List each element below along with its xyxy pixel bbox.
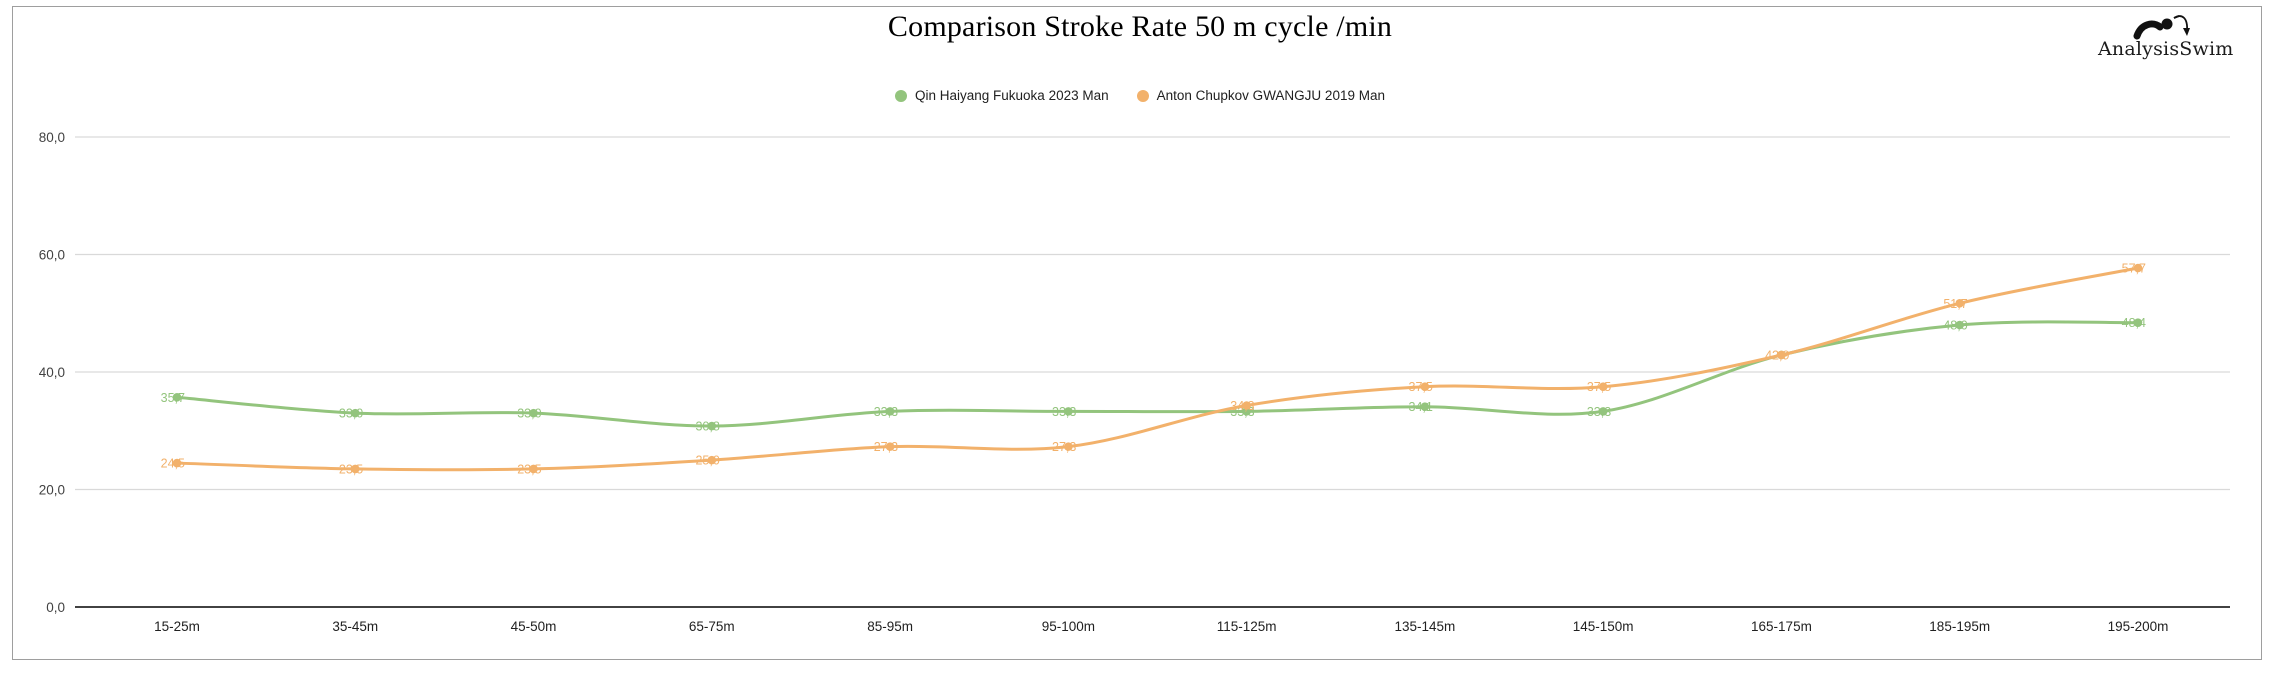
data-label: 27,3 — [1052, 440, 1076, 454]
data-point-marker — [885, 407, 895, 416]
x-tick-label: 195-200m — [2108, 619, 2169, 634]
x-tick-label: 185-195m — [1929, 619, 1990, 634]
x-tick-label: 15-25m — [154, 619, 200, 634]
data-label: 30,8 — [695, 420, 719, 434]
data-label: 57,7 — [2122, 262, 2146, 276]
x-tick-label: 165-175m — [1751, 619, 1812, 634]
legend-label: Anton Chupkov GWANGJU 2019 Man — [1156, 88, 1385, 103]
data-label: 27,3 — [874, 440, 898, 454]
legend-label: Qin Haiyang Fukuoka 2023 Man — [915, 88, 1109, 103]
data-label: 42,9 — [1765, 348, 1789, 362]
data-label: 33,3 — [1587, 405, 1611, 419]
chart-legend: Qin Haiyang Fukuoka 2023 Man Anton Chupko… — [0, 88, 2280, 103]
data-point-marker — [350, 408, 360, 418]
legend-dot-icon — [895, 89, 907, 102]
y-tick-label: 80,0 — [39, 130, 65, 145]
data-label: 33,0 — [517, 407, 541, 421]
x-tick-label: 135-145m — [1394, 619, 1455, 634]
data-point-marker — [172, 458, 182, 468]
x-tick-label: 35-45m — [332, 619, 378, 634]
data-label: 35,7 — [161, 391, 185, 405]
series-line-1 — [175, 266, 2140, 472]
x-tick-label: 95-100m — [1042, 619, 1095, 634]
x-tick-label: 145-150m — [1573, 619, 1634, 634]
data-point-marker — [529, 464, 538, 474]
data-point-marker — [1598, 382, 1608, 391]
brand-logo-text: AnalysisSwim — [2098, 38, 2234, 60]
data-point-marker — [2133, 263, 2143, 273]
data-point-marker — [1420, 402, 1430, 411]
data-label: 51,7 — [1943, 297, 1967, 311]
chart-title: Comparison Stroke Rate 50 m cycle /min — [887, 10, 1393, 43]
y-tick-label: 40,0 — [39, 365, 65, 380]
data-label: 33,0 — [339, 407, 363, 421]
x-tick-label: 45-50m — [511, 619, 557, 634]
y-tick-label: 0,0 — [46, 600, 65, 615]
data-label: 34,1 — [1409, 400, 1433, 414]
x-tick-label: 85-95m — [867, 619, 913, 634]
data-point-marker — [885, 442, 895, 451]
data-label: 25,0 — [695, 454, 719, 468]
data-label: 48,0 — [1943, 319, 1967, 333]
data-point-marker — [1955, 320, 1964, 330]
data-point-marker — [1420, 382, 1430, 391]
data-label: 33,3 — [1052, 405, 1076, 419]
data-point-marker — [529, 408, 538, 418]
data-point-marker — [350, 464, 360, 474]
x-tick-label: 65-75m — [689, 619, 735, 634]
data-point-marker — [707, 455, 717, 465]
brand-logo: AnalysisSwim — [2098, 12, 2234, 60]
swimmer-icon — [2133, 15, 2190, 40]
data-point-marker — [1777, 350, 1786, 360]
data-label: 34,3 — [1230, 399, 1254, 413]
y-tick-label: 60,0 — [39, 248, 65, 263]
data-label: 24,5 — [161, 457, 185, 471]
data-point-marker — [1598, 407, 1608, 416]
data-label: 33,3 — [874, 405, 898, 419]
y-tick-label: 20,0 — [39, 483, 65, 498]
data-point-marker — [1064, 407, 1073, 416]
legend-item-0: Qin Haiyang Fukuoka 2023 Man — [895, 88, 1109, 103]
data-point-marker — [707, 421, 717, 431]
data-label: 48,4 — [2122, 316, 2146, 330]
legend-item-1: Anton Chupkov GWANGJU 2019 Man — [1136, 88, 1385, 103]
data-label: 23,5 — [517, 462, 541, 476]
data-point-marker — [1955, 298, 1964, 308]
data-label: 23,5 — [339, 462, 363, 476]
data-label: 37,5 — [1587, 380, 1611, 394]
data-point-marker — [1242, 407, 1251, 416]
data-point-marker — [1242, 401, 1251, 410]
data-point-marker — [1064, 442, 1073, 451]
legend-dot-icon — [1136, 89, 1149, 102]
data-label: 37,5 — [1409, 380, 1433, 394]
data-point-marker — [172, 392, 182, 402]
x-tick-label: 115-125m — [1217, 619, 1277, 634]
data-point-marker — [2133, 318, 2143, 327]
